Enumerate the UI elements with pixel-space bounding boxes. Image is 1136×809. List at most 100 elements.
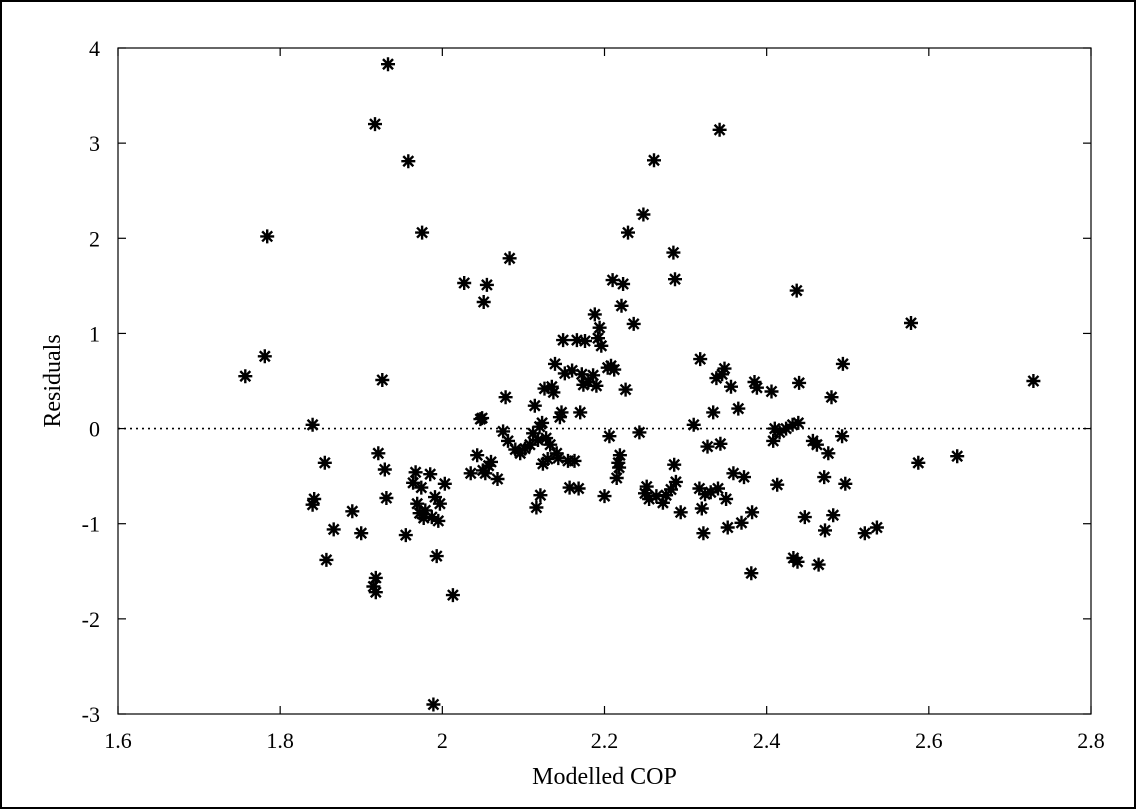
data-point bbox=[423, 467, 438, 482]
data-point bbox=[238, 369, 253, 384]
plot-area bbox=[117, 47, 1092, 715]
data-point bbox=[950, 449, 965, 464]
data-point bbox=[591, 331, 605, 346]
data-point bbox=[573, 405, 588, 420]
data-point bbox=[724, 379, 738, 394]
data-point bbox=[537, 381, 552, 396]
data-point bbox=[463, 466, 478, 481]
data-point bbox=[594, 338, 609, 353]
data-point bbox=[698, 487, 712, 502]
data-point bbox=[354, 526, 369, 541]
data-point bbox=[587, 307, 602, 322]
x-tick-label: 2.8 bbox=[1077, 728, 1105, 753]
data-point bbox=[319, 552, 334, 567]
data-point bbox=[260, 229, 275, 244]
data-point bbox=[554, 405, 569, 420]
data-point bbox=[703, 485, 718, 500]
y-axis: -3 -2 -1 0 1 2 3 4 bbox=[82, 36, 1091, 727]
data-point bbox=[307, 492, 322, 506]
data-point bbox=[424, 510, 439, 525]
data-point bbox=[496, 424, 511, 439]
data-point bbox=[574, 367, 589, 382]
data-point bbox=[636, 207, 651, 222]
data-points bbox=[238, 57, 1041, 712]
data-point bbox=[379, 491, 394, 505]
data-point bbox=[533, 488, 548, 503]
data-point bbox=[478, 466, 493, 481]
x-tick-label: 2.6 bbox=[915, 728, 943, 753]
data-point bbox=[408, 465, 423, 480]
data-point bbox=[535, 415, 550, 430]
data-point bbox=[838, 476, 853, 491]
data-point bbox=[490, 472, 505, 486]
data-point bbox=[501, 433, 515, 448]
y-axis-label: Residuals bbox=[40, 334, 66, 427]
x-tick-label: 1.6 bbox=[104, 728, 132, 753]
data-point bbox=[770, 477, 785, 492]
data-point bbox=[556, 333, 571, 348]
data-point bbox=[445, 588, 460, 603]
data-point bbox=[835, 429, 850, 444]
data-point bbox=[713, 436, 728, 451]
data-point bbox=[696, 526, 711, 541]
data-point bbox=[418, 503, 433, 518]
data-point bbox=[731, 401, 746, 416]
data-point bbox=[398, 528, 413, 543]
x-tick-label: 1.8 bbox=[266, 728, 294, 753]
data-point bbox=[726, 466, 741, 481]
data-point bbox=[612, 448, 627, 463]
y-tick-label: -2 bbox=[82, 607, 100, 632]
data-point bbox=[632, 425, 647, 440]
data-point bbox=[377, 462, 392, 477]
x-tick-label: 2.4 bbox=[753, 728, 781, 753]
data-point bbox=[715, 367, 730, 382]
y-tick-label: 4 bbox=[89, 36, 100, 61]
data-point bbox=[772, 425, 787, 440]
data-point bbox=[597, 489, 612, 504]
data-point bbox=[581, 375, 596, 389]
data-point bbox=[618, 382, 633, 397]
data-point bbox=[552, 410, 567, 425]
data-point bbox=[502, 251, 517, 266]
data-point bbox=[911, 455, 926, 470]
data-point bbox=[531, 433, 545, 447]
data-point bbox=[790, 554, 805, 569]
data-point bbox=[824, 390, 839, 405]
data-point bbox=[381, 57, 395, 72]
data-point bbox=[693, 352, 708, 367]
data-point bbox=[711, 481, 725, 496]
data-point bbox=[368, 117, 382, 132]
data-point bbox=[734, 515, 749, 530]
data-point bbox=[345, 504, 360, 519]
data-point bbox=[700, 439, 715, 454]
data-point bbox=[544, 379, 559, 394]
data-point bbox=[655, 495, 670, 510]
data-point bbox=[737, 470, 751, 485]
data-point bbox=[745, 505, 760, 520]
data-point bbox=[426, 697, 441, 712]
y-tick-label: 3 bbox=[89, 131, 100, 156]
data-point bbox=[626, 316, 641, 331]
data-point bbox=[257, 349, 272, 364]
data-point bbox=[747, 375, 762, 389]
data-point bbox=[476, 295, 491, 309]
data-point bbox=[527, 398, 542, 413]
data-point bbox=[664, 482, 678, 497]
data-point bbox=[744, 566, 759, 581]
data-point bbox=[904, 316, 918, 330]
data-point bbox=[526, 426, 541, 441]
data-point bbox=[659, 488, 674, 503]
data-point bbox=[673, 505, 688, 520]
data-point bbox=[709, 371, 724, 386]
x-tick-label: 2 bbox=[437, 728, 448, 753]
data-point bbox=[539, 431, 554, 446]
data-point bbox=[549, 446, 564, 461]
data-point bbox=[484, 454, 498, 469]
data-point bbox=[305, 497, 320, 512]
data-point bbox=[621, 225, 635, 240]
data-point bbox=[706, 405, 721, 420]
data-point bbox=[429, 549, 444, 564]
data-point bbox=[589, 378, 604, 393]
data-point bbox=[719, 492, 734, 506]
data-point bbox=[614, 298, 629, 313]
